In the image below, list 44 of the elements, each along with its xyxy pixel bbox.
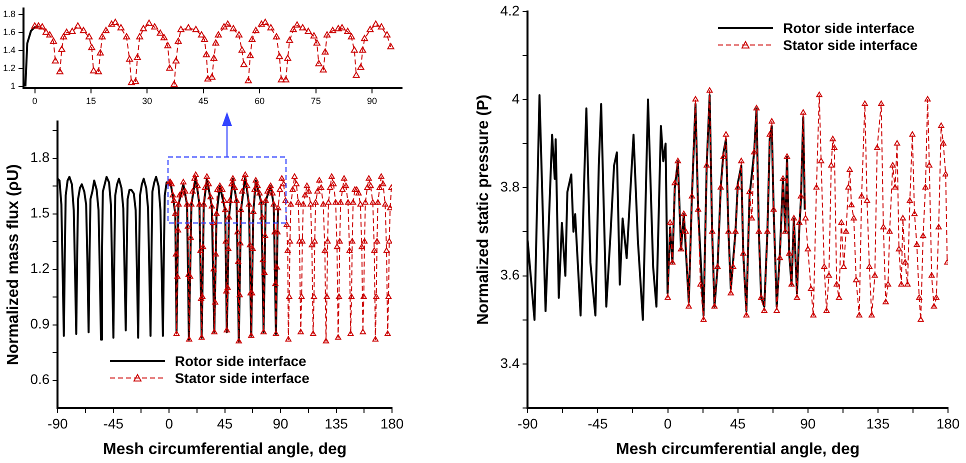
y-axis-title: Normalized static pressure (P) bbox=[475, 94, 492, 325]
x-tick-label: 15 bbox=[86, 96, 96, 106]
y-tick-label: 0.9 bbox=[30, 316, 50, 332]
x-tick-label: 135 bbox=[324, 415, 348, 432]
legend-label: Rotor side interface bbox=[783, 20, 914, 36]
x-tick-label: -45 bbox=[103, 415, 124, 432]
x-tick-label: -45 bbox=[588, 415, 608, 432]
y-tick-label: 1.8 bbox=[2, 9, 16, 20]
x-tick-label: 0 bbox=[165, 415, 174, 432]
x-tick-label: 90 bbox=[272, 415, 289, 432]
x-tick-label: 180 bbox=[380, 415, 404, 432]
x-tick-label: 135 bbox=[866, 415, 890, 432]
y-tick-label: 1.4 bbox=[2, 45, 16, 56]
x-tick-label: -90 bbox=[48, 415, 68, 432]
x-tick-label: 60 bbox=[254, 96, 265, 106]
y-tick-label: 1.8 bbox=[30, 149, 50, 166]
x-tick-label: 45 bbox=[198, 96, 208, 106]
x-axis-title: Mesh circumferential angle, deg bbox=[103, 440, 347, 458]
x-tick-label: 90 bbox=[367, 96, 378, 106]
x-tick-label: 75 bbox=[310, 96, 321, 106]
y-tick-label: 3.6 bbox=[500, 266, 520, 283]
legend-label: Stator side interface bbox=[174, 370, 310, 386]
x-tick-label: 0 bbox=[664, 415, 672, 432]
x-tick-label: 45 bbox=[217, 415, 233, 432]
x-axis-title: Mesh circumferential angle, deg bbox=[616, 440, 860, 458]
y-axis-title: Normalized mass flux (ρU) bbox=[5, 164, 22, 366]
x-tick-label: -90 bbox=[518, 415, 538, 432]
y-tick-label: 0.6 bbox=[30, 371, 50, 388]
y-tick-label: 1 bbox=[10, 80, 16, 91]
y-tick-label: 1.6 bbox=[2, 27, 16, 38]
y-tick-label: 1.5 bbox=[30, 204, 50, 221]
y-tick-label: 1.2 bbox=[30, 260, 50, 276]
y-tick-label: 3.8 bbox=[500, 178, 520, 195]
y-tick-label: 1.2 bbox=[2, 62, 16, 73]
y-tick-label: 4.2 bbox=[500, 2, 520, 18]
x-tick-label: 45 bbox=[730, 415, 746, 432]
y-tick-label: 3.4 bbox=[500, 354, 520, 371]
x-tick-label: 90 bbox=[800, 415, 816, 432]
y-tick-label: 4 bbox=[512, 90, 520, 106]
legend-label: Stator side interface bbox=[783, 36, 918, 53]
x-tick-label: 30 bbox=[142, 96, 152, 106]
legend-label: Rotor side interface bbox=[174, 352, 306, 368]
x-tick-label: 180 bbox=[936, 415, 960, 432]
x-tick-label: 0 bbox=[32, 96, 38, 106]
